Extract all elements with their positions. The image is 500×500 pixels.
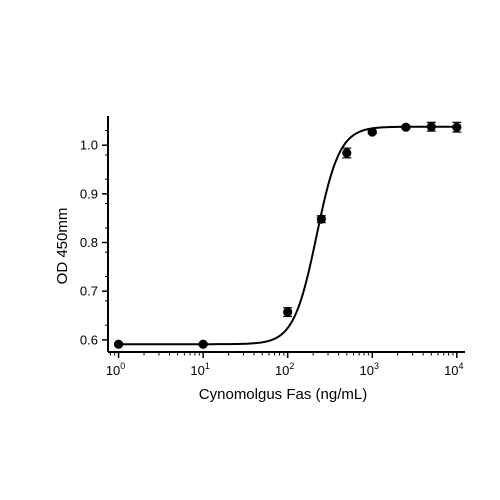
x-axis-title: Cynomolgus Fas (ng/mL) <box>199 386 367 403</box>
data-point <box>452 122 462 132</box>
fit-curve-layer <box>118 125 457 346</box>
y-axis-title: OD 450mm <box>54 208 71 285</box>
data-point <box>113 339 124 349</box>
x-tick-base: 10 <box>275 363 289 378</box>
x-tick-base: 10 <box>444 363 458 378</box>
x-tick-base: 10 <box>360 363 374 378</box>
x-tick-exponent: 4 <box>459 361 464 371</box>
y-tick-label: 0.9 <box>80 186 98 201</box>
x-tick-base: 10 <box>106 363 120 378</box>
y-tick-label: 0.7 <box>80 284 98 299</box>
data-points-layer <box>113 121 462 349</box>
x-tick-label: 103 <box>360 361 379 378</box>
y-tick-label: 1.0 <box>80 138 98 153</box>
x-tick-exponent: 2 <box>289 361 294 371</box>
x-tick-exponent: 0 <box>120 361 125 371</box>
x-tick-label: 102 <box>275 361 294 378</box>
y-tick-label: 0.8 <box>80 235 98 250</box>
data-point <box>342 148 352 158</box>
data-point <box>401 122 411 132</box>
data-point <box>316 214 326 224</box>
data-point <box>426 122 436 132</box>
x-tick-exponent: 1 <box>205 361 210 371</box>
x-tick-label: 104 <box>444 361 463 378</box>
x-tick-base: 10 <box>190 363 204 378</box>
data-point <box>198 339 208 349</box>
data-point <box>367 127 377 137</box>
x-tick-exponent: 3 <box>374 361 379 371</box>
y-tick-label: 0.6 <box>80 332 98 347</box>
x-tick-label: 101 <box>190 361 209 378</box>
data-point <box>283 307 293 317</box>
x-tick-label: 100 <box>106 361 125 378</box>
fit-curve <box>118 125 457 346</box>
